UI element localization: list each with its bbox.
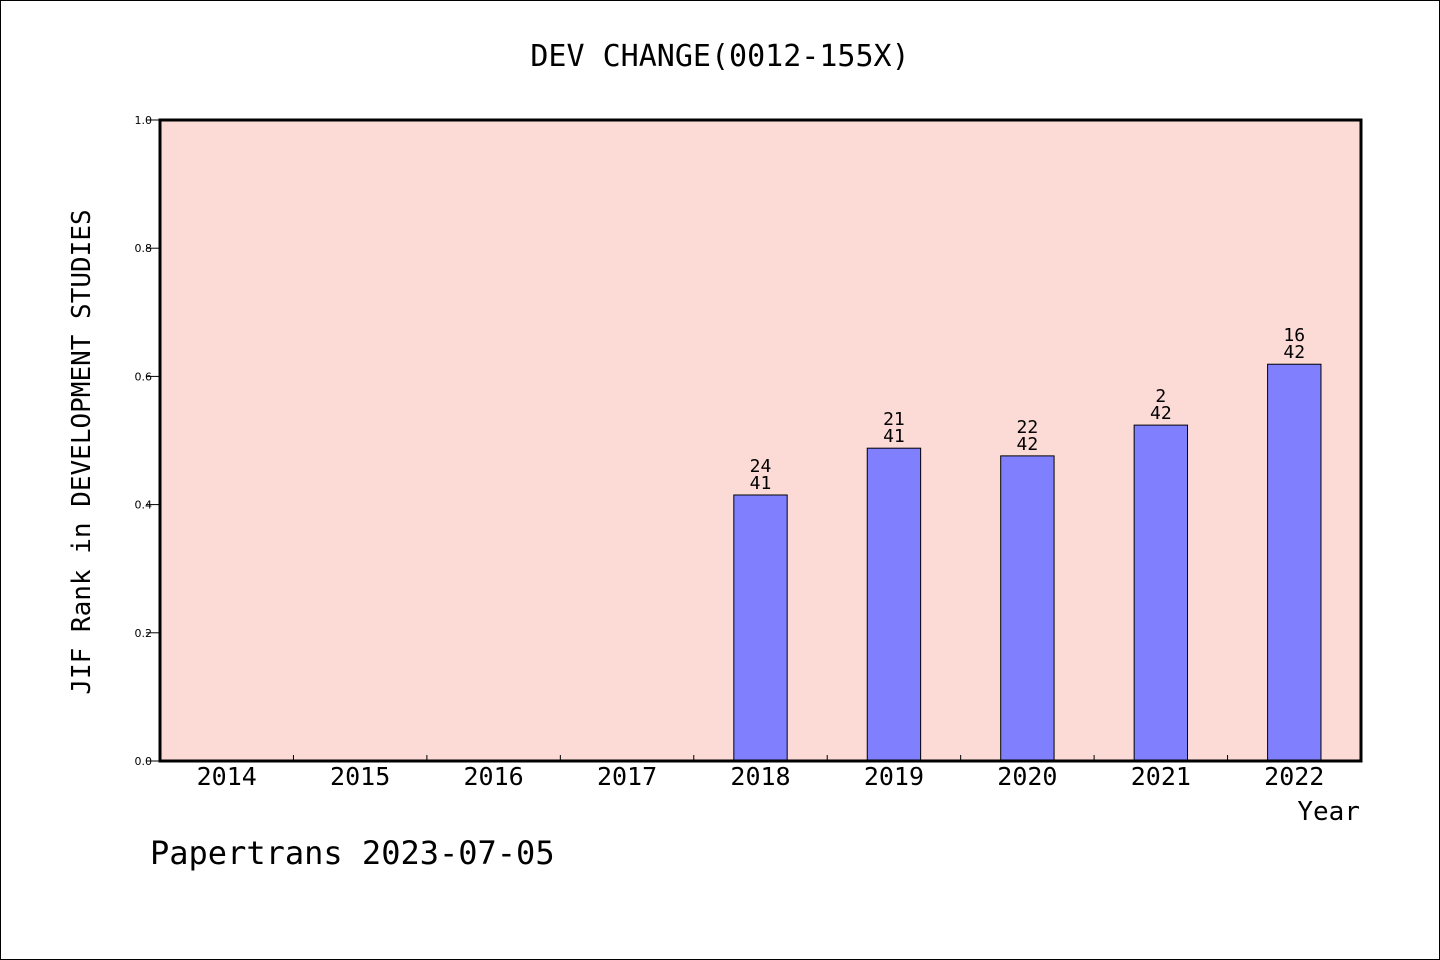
x-tick-label: 2018 <box>730 762 790 791</box>
bars-layer <box>733 363 1322 762</box>
x-axis: 2014 2015 2016 2017 2018 2019 2020 2021 2022 <box>197 755 1324 791</box>
bar-label-rank: 22 <box>1017 417 1039 438</box>
y-tick-label: 1.0 <box>135 114 153 127</box>
bar <box>866 447 922 762</box>
y-tick-label: 0.2 <box>135 627 153 640</box>
y-tick-label: 0.6 <box>135 370 153 383</box>
bar-label-rank: 21 <box>883 409 905 430</box>
bar-label-rank: 24 <box>750 456 772 477</box>
chart-title: DEV CHANGE(0012-155X) <box>530 39 909 74</box>
x-tick-label: 2022 <box>1264 762 1324 791</box>
bar-label-total: 42 <box>1283 342 1305 363</box>
bar <box>733 494 788 762</box>
bar-label-total: 42 <box>1150 403 1172 424</box>
x-tick-label: 2017 <box>597 762 657 791</box>
x-tick-label: 2019 <box>864 762 924 791</box>
bar <box>1000 455 1055 762</box>
bar-label-total: 41 <box>750 473 772 494</box>
bar-label-rank: 16 <box>1283 325 1305 346</box>
x-tick-label: 2021 <box>1131 762 1191 791</box>
y-tick-label: 0.4 <box>135 499 153 512</box>
x-tick-label: 2015 <box>330 762 390 791</box>
y-tick-label: 0.0 <box>135 755 153 768</box>
bar-label-rank: 2 <box>1155 386 1166 407</box>
bar-label-total: 42 <box>1017 434 1039 455</box>
bar-label-total: 41 <box>883 426 905 447</box>
x-tick-label: 2020 <box>997 762 1057 791</box>
y-tick-label: 0.8 <box>135 242 153 255</box>
plot-border <box>158 118 1363 763</box>
y-axis: 0.0 0.2 0.4 0.6 0.8 1.0 <box>135 114 160 768</box>
x-tick-label: 2014 <box>197 762 257 791</box>
bar <box>1133 424 1189 762</box>
y-axis-title: JIF Rank in DEVELOPMENT STUDIES <box>67 209 97 694</box>
x-axis-title: Year <box>1297 797 1360 827</box>
watermark-text: Papertrans 2023-07-05 <box>150 834 555 872</box>
bar <box>1267 363 1322 762</box>
x-tick-label: 2016 <box>464 762 524 791</box>
